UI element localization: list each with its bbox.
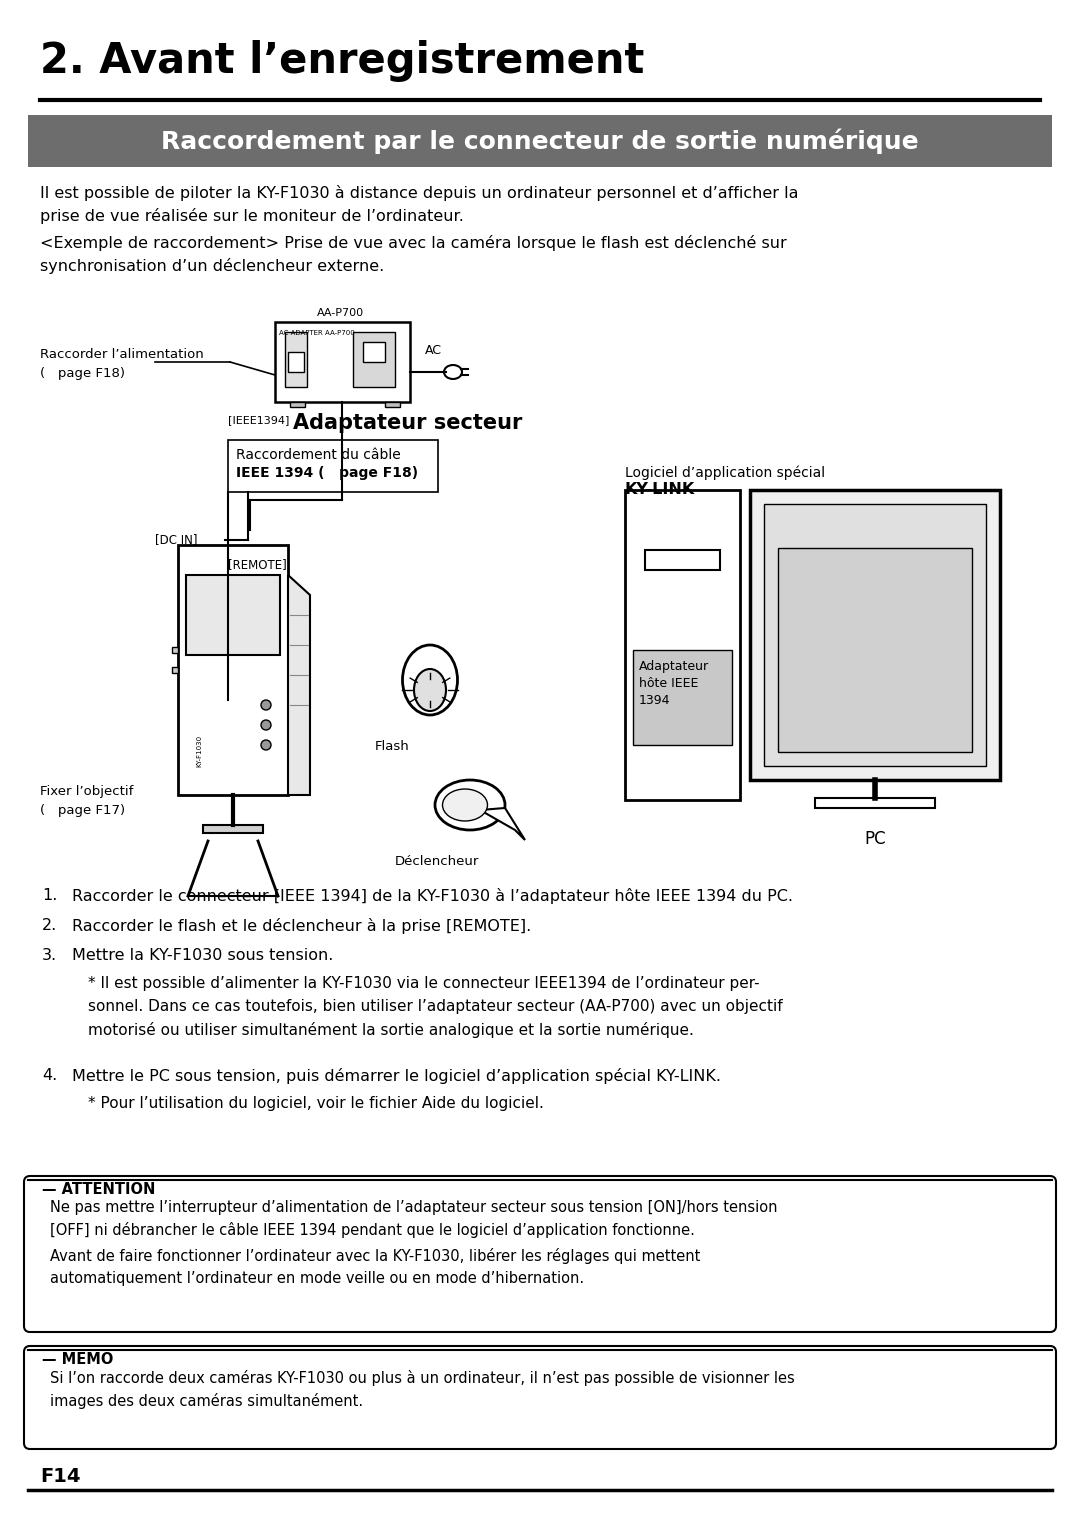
Bar: [172, 667, 178, 673]
Text: 1.: 1.: [42, 888, 57, 904]
Text: * Il est possible d’alimenter la KY-F1030 via le connecteur IEEE1394 de l’ordina: * Il est possible d’alimenter la KY-F103…: [87, 976, 783, 1038]
Text: F14: F14: [40, 1466, 81, 1486]
Text: KY-LINK: KY-LINK: [625, 482, 696, 497]
Text: AC ADAPTER AA-P700: AC ADAPTER AA-P700: [279, 330, 354, 336]
Polygon shape: [480, 807, 525, 839]
Text: 3.: 3.: [42, 948, 57, 963]
Bar: [384, 402, 400, 407]
Text: 2.: 2.: [42, 917, 57, 933]
Text: KY-F1030: KY-F1030: [195, 735, 202, 768]
FancyBboxPatch shape: [24, 1176, 1056, 1332]
Bar: [633, 650, 732, 745]
Text: [IEEE1394]: [IEEE1394]: [228, 414, 289, 425]
Text: IEEE 1394 (   page F18): IEEE 1394 ( page F18): [237, 466, 418, 480]
Bar: [353, 332, 395, 387]
FancyBboxPatch shape: [24, 1346, 1056, 1449]
Bar: [750, 489, 1000, 780]
Text: (   page F17): ( page F17): [40, 804, 125, 816]
Bar: [228, 440, 438, 492]
Text: — MEMO: — MEMO: [42, 1352, 113, 1367]
Text: PC: PC: [864, 830, 886, 849]
Circle shape: [261, 720, 271, 729]
Text: Fixer l’objectif: Fixer l’objectif: [40, 784, 133, 798]
Text: Raccorder le flash et le déclencheur à la prise [REMOTE].: Raccorder le flash et le déclencheur à l…: [72, 917, 531, 934]
Circle shape: [261, 740, 271, 751]
Bar: [275, 323, 410, 402]
Ellipse shape: [435, 780, 505, 830]
Bar: [203, 826, 264, 833]
Bar: [288, 352, 303, 372]
Text: * Pour l’utilisation du logiciel, voir le fichier Aide du logiciel.: * Pour l’utilisation du logiciel, voir l…: [87, 1096, 544, 1112]
Text: <Exemple de raccordement> Prise de vue avec la caméra lorsque le flash est décle: <Exemple de raccordement> Prise de vue a…: [40, 235, 786, 274]
Bar: [178, 544, 288, 795]
Text: [DC IN]: [DC IN]: [156, 534, 198, 546]
Text: Raccordement du câble: Raccordement du câble: [237, 448, 401, 462]
Text: Raccordement par le connecteur de sortie numérique: Raccordement par le connecteur de sortie…: [161, 128, 919, 154]
Text: Logiciel d’application spécial: Logiciel d’application spécial: [625, 465, 825, 480]
Text: AC: AC: [426, 344, 442, 356]
Bar: [186, 575, 280, 654]
Bar: [285, 332, 307, 387]
Text: Mettre la KY-F1030 sous tension.: Mettre la KY-F1030 sous tension.: [72, 948, 334, 963]
Circle shape: [261, 700, 271, 709]
Bar: [778, 547, 972, 752]
Text: Avant de faire fonctionner l’ordinateur avec la KY-F1030, libérer les réglages q: Avant de faire fonctionner l’ordinateur …: [50, 1248, 700, 1286]
Bar: [815, 798, 935, 807]
Text: AA-P700: AA-P700: [316, 307, 364, 318]
Text: 2. Avant l’enregistrement: 2. Avant l’enregistrement: [40, 40, 645, 83]
Bar: [172, 647, 178, 653]
Ellipse shape: [414, 670, 446, 711]
Text: Déclencheur: Déclencheur: [395, 855, 480, 868]
Text: — ATTENTION: — ATTENTION: [42, 1182, 156, 1197]
Ellipse shape: [443, 789, 487, 821]
Ellipse shape: [444, 365, 462, 379]
Bar: [28, 115, 1052, 167]
Text: Mettre le PC sous tension, puis démarrer le logiciel d’application spécial KY-LI: Mettre le PC sous tension, puis démarrer…: [72, 1067, 721, 1084]
Bar: [291, 402, 305, 407]
Text: Flash: Flash: [375, 740, 409, 752]
Bar: [764, 505, 986, 766]
Bar: [363, 342, 384, 362]
Text: Il est possible de piloter la KY-F1030 à distance depuis un ordinateur personnel: Il est possible de piloter la KY-F1030 à…: [40, 185, 798, 225]
Text: 4.: 4.: [42, 1067, 57, 1083]
Text: Si l’on raccorde deux caméras KY-F1030 ou plus à un ordinateur, il n’est pas pos: Si l’on raccorde deux caméras KY-F1030 o…: [50, 1370, 795, 1410]
Ellipse shape: [403, 645, 458, 716]
Text: Raccorder l’alimentation: Raccorder l’alimentation: [40, 349, 204, 361]
Polygon shape: [288, 575, 310, 795]
Text: Ne pas mettre l’interrupteur d’alimentation de l’adaptateur secteur sous tension: Ne pas mettre l’interrupteur d’alimentat…: [50, 1200, 778, 1238]
Text: (   page F18): ( page F18): [40, 367, 125, 381]
Text: Adaptateur secteur: Adaptateur secteur: [293, 413, 523, 433]
Bar: [625, 489, 740, 800]
Bar: [645, 550, 720, 570]
Text: [REMOTE]: [REMOTE]: [228, 558, 287, 570]
Text: Raccorder le connecteur [IEEE 1394] de la KY-F1030 à l’adaptateur hôte IEEE 1394: Raccorder le connecteur [IEEE 1394] de l…: [72, 888, 793, 904]
Text: Adaptateur
hôte IEEE
1394: Adaptateur hôte IEEE 1394: [639, 661, 710, 706]
